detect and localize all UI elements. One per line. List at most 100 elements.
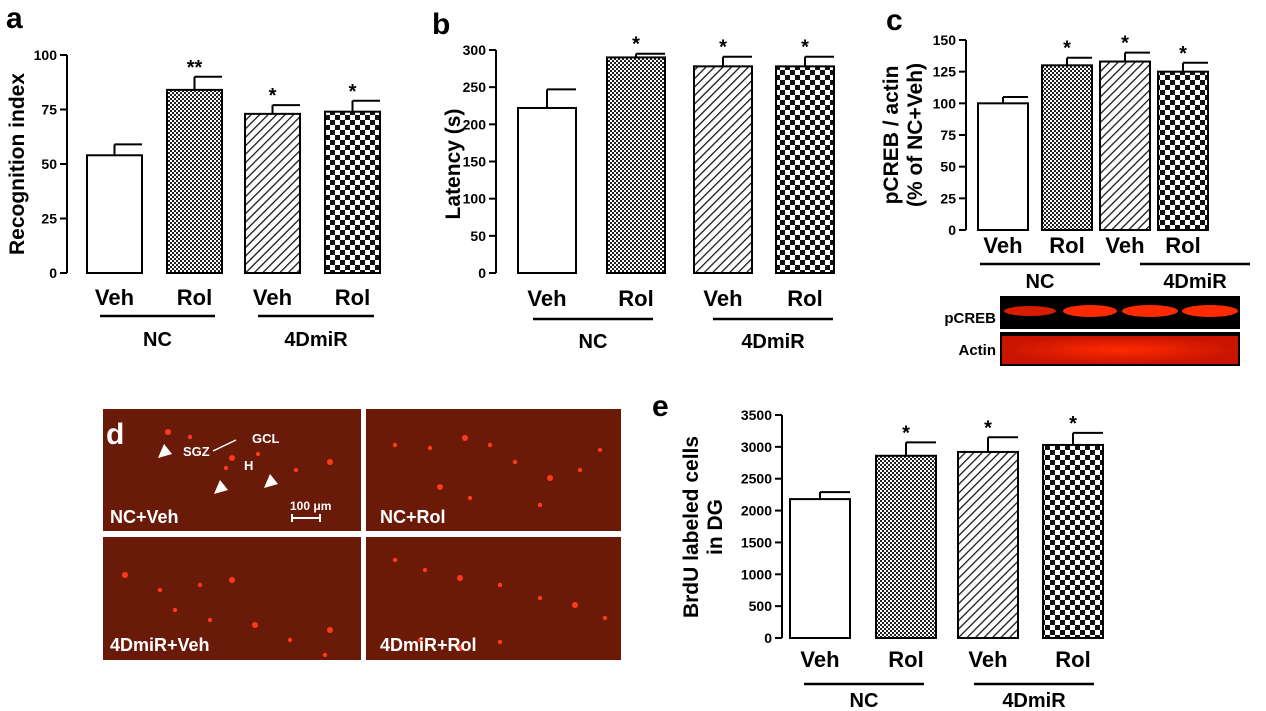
blot-label-actin: Actin <box>959 342 997 359</box>
labeled-cells <box>122 429 608 658</box>
significance-marker: * <box>902 422 910 444</box>
bar <box>957 450 1019 639</box>
y-tick-label: 50 <box>41 156 57 172</box>
labeled-cell <box>537 595 543 601</box>
y-tick-label: 150 <box>463 154 487 170</box>
labeled-cell <box>327 459 333 465</box>
chart-e: 0 500 1000 1500 2000 2500 3000 3500 Veh * Rol * Veh *… <box>680 407 1104 711</box>
chart-b: 0 50 100 150 200 250 300 Veh * Rol * Veh * Rol NC 4DmiR… <box>442 34 835 353</box>
labeled-cell <box>497 639 503 645</box>
x-category-label: Veh <box>800 647 839 672</box>
group-label: 4DmiR <box>1002 690 1066 711</box>
panel-label-a: a <box>6 2 23 35</box>
y-tick-label: 2000 <box>741 503 772 519</box>
labeled-cell <box>497 582 503 588</box>
y-axis-label-line2: in DG <box>704 499 727 555</box>
bar <box>1042 443 1104 639</box>
arrowhead-icon <box>158 444 172 458</box>
pcreb-band <box>1004 306 1056 316</box>
y-tick-label: 1000 <box>741 566 772 582</box>
labeled-cell <box>537 502 543 508</box>
bar <box>517 106 577 275</box>
y-axis-label-line2: (% of NC+Veh) <box>904 63 927 207</box>
labeled-cell <box>597 447 603 453</box>
y-tick-label: 250 <box>463 79 487 95</box>
labeled-cell <box>229 577 235 583</box>
chart-c: 0 25 50 75 100 125 150 Veh * Rol * Veh * Rol NC 4DmiR pC… <box>880 32 1250 293</box>
x-category-label: Rol <box>1049 233 1084 258</box>
x-category-label: Rol <box>1055 647 1090 672</box>
bar <box>775 65 835 274</box>
x-category-label: Veh <box>527 286 566 311</box>
labeled-cell <box>427 445 433 451</box>
micrograph-label: 4DmiR+Rol <box>380 635 477 655</box>
western-blot: pCREB Actin <box>944 296 1240 366</box>
y-tick-label: 125 <box>933 64 957 80</box>
bar <box>606 56 666 274</box>
panel-label-e: e <box>652 390 669 423</box>
panel-d-micrographs: d NC+Veh NC+Rol 4DmiR+Veh 4DmiR+Rol SGZ … <box>103 409 621 660</box>
scale-bar-label: 100 μm <box>290 499 331 513</box>
labeled-cell <box>287 637 293 643</box>
labeled-cell <box>487 442 493 448</box>
y-tick-label: 2500 <box>741 471 772 487</box>
y-tick-label: 3000 <box>741 439 772 455</box>
y-axis-label: Recognition index <box>6 73 29 255</box>
x-category-label: Veh <box>968 647 1007 672</box>
y-tick-label: 25 <box>940 190 956 206</box>
significance-marker: ** <box>187 57 203 79</box>
pcreb-band <box>1182 305 1238 317</box>
arrowhead-icon <box>214 480 228 494</box>
significance-marker: * <box>1121 33 1129 55</box>
labeled-cell <box>577 467 583 473</box>
actin-band <box>1002 336 1238 364</box>
labeled-cell <box>172 607 178 613</box>
y-tick-label: 200 <box>463 116 487 132</box>
bar <box>1041 64 1093 232</box>
y-tick-label: 3500 <box>741 407 772 423</box>
group-label: NC <box>143 329 172 351</box>
x-category-label: Rol <box>177 285 212 310</box>
significance-marker: * <box>719 37 727 59</box>
x-category-label: Veh <box>95 285 134 310</box>
labeled-cell <box>467 495 473 501</box>
significance-marker: * <box>984 417 992 439</box>
pcreb-band <box>1122 305 1178 317</box>
y-tick-label: 50 <box>470 228 486 244</box>
pcreb-band <box>1063 305 1117 317</box>
group-label: 4DmiR <box>741 331 805 353</box>
labeled-cell <box>252 622 258 628</box>
x-category-label: Rol <box>888 647 923 672</box>
x-category-label: Rol <box>618 286 653 311</box>
significance-marker: * <box>1179 43 1187 65</box>
bar <box>977 102 1029 231</box>
labeled-cell <box>229 455 235 461</box>
labeled-cell <box>437 484 443 490</box>
x-category-label: Rol <box>1165 233 1200 258</box>
micrograph-label: NC+Rol <box>380 507 446 527</box>
y-tick-label: 500 <box>749 598 773 614</box>
micrograph-4dmir-rol <box>366 537 621 660</box>
significance-marker: * <box>1063 38 1071 60</box>
group-label: NC <box>579 331 608 353</box>
y-tick-label: 300 <box>463 42 487 58</box>
labeled-cell <box>207 617 213 623</box>
labeled-cell <box>602 615 608 621</box>
annotation-h: H <box>244 458 253 473</box>
y-tick-label: 100 <box>34 47 58 63</box>
bar <box>693 65 753 274</box>
labeled-cell <box>223 465 229 471</box>
x-category-label: Rol <box>335 285 370 310</box>
x-category-label: Veh <box>1105 233 1144 258</box>
bar <box>1099 60 1151 231</box>
panel-label-d: d <box>106 418 124 451</box>
labeled-cell <box>392 442 398 448</box>
micrograph-label: NC+Veh <box>110 507 179 527</box>
micrograph-nc-veh <box>103 409 361 531</box>
y-tick-label: 25 <box>41 211 57 227</box>
bar <box>875 454 937 639</box>
group-label: NC <box>850 690 879 711</box>
labeled-cell <box>392 557 398 563</box>
labeled-cell <box>122 572 128 578</box>
y-tick-label: 0 <box>478 265 486 281</box>
